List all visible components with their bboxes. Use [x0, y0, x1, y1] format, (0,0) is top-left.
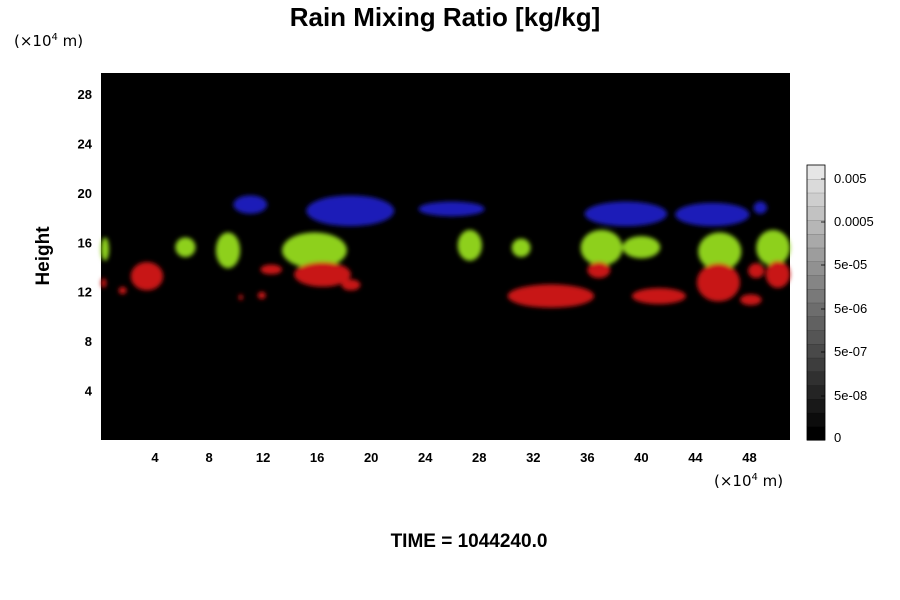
colorbar-level	[806, 288, 826, 304]
region-middle-7	[175, 237, 196, 258]
x-axis-unit: (×104 m)	[714, 472, 784, 490]
x-tick-label: 48	[742, 450, 756, 465]
y-tick-label: 24	[78, 136, 93, 151]
colorbar-level	[806, 371, 826, 386]
region-middle-13	[622, 236, 661, 259]
colorbar-tick-label: 0	[834, 430, 841, 445]
colorbar-level	[806, 274, 826, 290]
x-tick-label: 20	[364, 450, 378, 465]
x-tick-label: 44	[688, 450, 703, 465]
region-lower-23	[341, 279, 361, 291]
y-tick-label: 8	[85, 334, 92, 349]
region-upper-3	[584, 201, 668, 227]
region-middle-14	[698, 232, 742, 271]
colorbar-tick-label: 5e-07	[834, 344, 867, 359]
y-ticks: 4 8 12 16 20 24 28	[78, 87, 93, 399]
y-tick-label: 12	[78, 285, 92, 300]
x-tick-label: 36	[580, 450, 594, 465]
x-tick-label: 40	[634, 450, 648, 465]
region-middle-11	[511, 238, 531, 258]
x-tick-label: 32	[526, 450, 540, 465]
x-tick-label: 12	[256, 450, 270, 465]
region-lower-30	[765, 260, 790, 289]
colorbar-level	[806, 247, 826, 262]
region-lower-25	[587, 262, 611, 279]
region-lower-28	[740, 294, 762, 306]
colorbar-level	[806, 398, 826, 414]
y-tick-label: 20	[78, 186, 92, 201]
colorbar-tick-label: 0.005	[834, 171, 867, 186]
x-ticks: 4 8 12 16 20 24 28 32 36 40 44 48	[151, 450, 756, 465]
region-lower-24	[507, 284, 595, 308]
time-label: TIME = 1044240.0	[390, 531, 548, 552]
colorbar-level	[806, 164, 826, 180]
region-upper-0	[233, 195, 268, 214]
region-lower-21	[260, 264, 283, 275]
colorbar-tick-label: 5e-08	[834, 388, 867, 403]
y-tick-label: 4	[85, 384, 93, 399]
colorbar-level	[806, 316, 826, 331]
colorbar-tick-label: 5e-06	[834, 301, 867, 316]
colorbar-level	[806, 192, 826, 207]
region-lower-19	[238, 294, 243, 301]
region-lower-27	[696, 263, 741, 302]
colorbar-frame	[806, 164, 826, 441]
colorbar: 0.005 0.0005 5e-05 5e-06 5e-07 5e-08 0	[806, 164, 874, 445]
region-lower-26	[631, 288, 686, 305]
y-tick-label: 16	[78, 235, 92, 250]
x-tick-label: 8	[205, 450, 212, 465]
region-upper-4	[675, 202, 750, 227]
region-lower-20	[257, 291, 266, 300]
region-middle-15	[756, 229, 790, 266]
region-middle-8	[215, 232, 241, 269]
x-tick-label: 4	[151, 450, 159, 465]
colorbar-tick-label: 0.0005	[834, 214, 874, 229]
region-lower-22	[294, 262, 351, 287]
colorbar-level	[806, 343, 826, 359]
region-upper-1	[306, 195, 395, 227]
region-lower-17	[118, 286, 127, 295]
plot-area	[101, 73, 790, 440]
colorbar-level	[806, 261, 826, 276]
region-middle-9	[282, 232, 347, 269]
colorbar-level	[806, 329, 826, 345]
colorbar-level	[806, 412, 826, 427]
x-tick-label: 16	[310, 450, 324, 465]
colorbar-tick-label: 5e-05	[834, 257, 867, 272]
colorbar-level	[806, 233, 826, 249]
colorbar-level	[806, 357, 826, 372]
colorbar-level	[806, 178, 826, 194]
region-lower-29	[748, 263, 765, 279]
colorbar-level	[806, 384, 826, 400]
region-upper-5	[753, 201, 768, 214]
region-middle-10	[457, 229, 482, 261]
chart-title: Rain Mixing Ratio [kg/kg]	[289, 2, 601, 32]
x-tick-label: 28	[472, 450, 486, 465]
colorbar-level	[806, 206, 826, 221]
region-middle-6	[101, 237, 110, 261]
x-tick-label: 24	[418, 450, 433, 465]
region-lower-16	[101, 278, 107, 289]
region-upper-2	[418, 201, 485, 217]
region-lower-18	[130, 262, 164, 291]
colorbar-level	[806, 302, 826, 317]
y-tick-label: 28	[78, 87, 92, 102]
y-axis-unit: (×104 m)	[14, 32, 84, 50]
region-middle-12	[580, 229, 623, 266]
regions-layer	[101, 195, 790, 308]
